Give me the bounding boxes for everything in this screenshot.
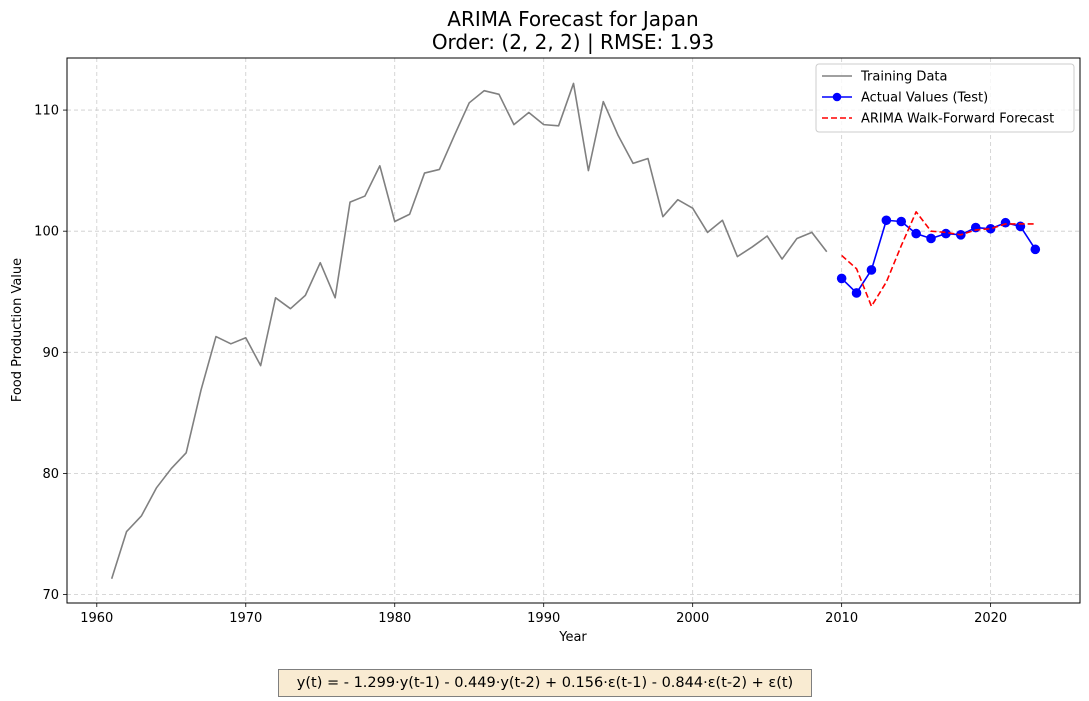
legend-marker bbox=[832, 92, 842, 102]
data-point bbox=[836, 273, 847, 284]
x-axis-label: Year bbox=[558, 630, 587, 645]
data-point bbox=[896, 216, 907, 227]
data-point bbox=[881, 215, 892, 226]
axis-ticks: 1960 1970 1980 1990 2000 2010 2020 70 80 90 100 110 bbox=[34, 104, 1007, 626]
series-layer bbox=[110, 82, 1041, 580]
y-tick-label: 90 bbox=[42, 346, 59, 361]
y-tick-label: 70 bbox=[42, 588, 59, 603]
plot-frame bbox=[66, 57, 1081, 604]
model-equation: y(t) = - 1.299·y(t-1) - 0.449·y(t-2) + 0… bbox=[278, 669, 812, 697]
legend-label: Actual Values (Test) bbox=[861, 91, 988, 106]
series-line-arima-walk-forward-forecast bbox=[841, 211, 1036, 308]
x-tick-label: 1960 bbox=[80, 611, 113, 626]
y-tick-label: 110 bbox=[34, 104, 59, 119]
chart-subtitle: Order: (2, 2, 2) | RMSE: 1.93 bbox=[432, 30, 714, 54]
data-point bbox=[1030, 244, 1041, 255]
x-tick-label: 2000 bbox=[676, 611, 709, 626]
data-point bbox=[911, 228, 921, 239]
legend-label: Training Data bbox=[860, 70, 947, 85]
x-tick-label: 1980 bbox=[378, 611, 411, 626]
x-tick-label: 1990 bbox=[527, 611, 560, 626]
x-tick-label: 1970 bbox=[229, 611, 262, 626]
legend-label: ARIMA Walk-Forward Forecast bbox=[861, 112, 1054, 127]
data-point bbox=[926, 233, 936, 244]
data-point bbox=[851, 288, 862, 298]
x-tick-label: 2020 bbox=[974, 611, 1007, 626]
y-tick-label: 80 bbox=[42, 467, 59, 482]
data-point bbox=[866, 265, 877, 275]
y-tick-label: 100 bbox=[34, 225, 59, 240]
grid bbox=[67, 58, 1080, 603]
x-tick-label: 2010 bbox=[825, 611, 858, 626]
y-axis-label: Food Production Value bbox=[10, 258, 25, 402]
legend: Training Data Actual Values (Test) ARIMA W… bbox=[815, 63, 1075, 133]
legend-box bbox=[815, 63, 1075, 133]
chart-title: ARIMA Forecast for Japan bbox=[447, 7, 698, 31]
series-line-training-data bbox=[110, 82, 828, 580]
